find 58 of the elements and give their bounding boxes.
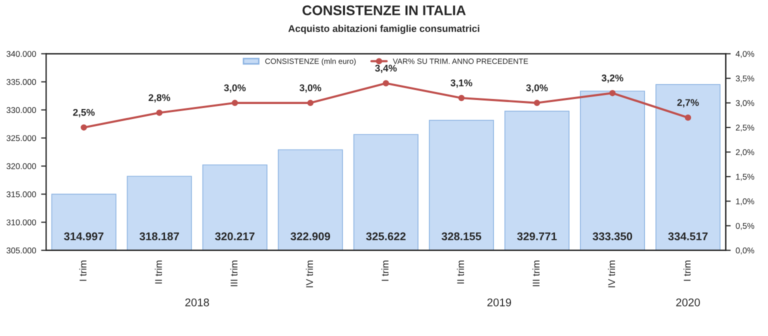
data-label: 3,2% xyxy=(602,74,624,83)
x-tick-label: I trim xyxy=(683,260,691,281)
point xyxy=(458,94,465,102)
data-label: 314.997 xyxy=(64,232,104,240)
data-label: 325.622 xyxy=(366,232,406,240)
x-tick-label: I trim xyxy=(79,260,86,281)
y2-tick-label: 0,5% xyxy=(736,222,754,230)
data-label: 3,4% xyxy=(375,64,397,74)
x-tick-label: II trim xyxy=(154,260,162,284)
point xyxy=(232,100,238,106)
data-label: 329.771 xyxy=(517,232,557,240)
data-label: 3,0% xyxy=(300,84,322,93)
y-tick-label: 335.000 xyxy=(6,79,36,85)
data-label: 318.187 xyxy=(140,232,179,240)
text: 2020 xyxy=(676,298,700,306)
y-tick-label: 340.000 xyxy=(6,50,36,57)
data-label: 328.155 xyxy=(442,232,482,240)
data-label: 320.217 xyxy=(215,232,254,240)
y-tick-label: 305.000 xyxy=(6,248,36,254)
x-tick-label: IV trim xyxy=(608,260,616,288)
point xyxy=(382,80,390,86)
data-label: 334.517 xyxy=(668,232,708,240)
data-label: 322.909 xyxy=(290,232,330,240)
y-tick-label: 315.000 xyxy=(6,191,36,198)
y-tick-label: 330.000 xyxy=(6,107,36,114)
x-tick-label: II trim xyxy=(456,260,464,284)
y2-tick-label: 1,5% xyxy=(736,174,754,181)
data-label: 2,5% xyxy=(73,108,95,118)
text: 2019 xyxy=(487,298,512,306)
y-tick-label: 320.000 xyxy=(6,163,36,170)
x-tick-label: IV trim xyxy=(306,260,313,288)
y2-tick-label: 0,0% xyxy=(736,248,754,254)
x-tick-label: III trim xyxy=(230,260,238,286)
data-label: 2,8% xyxy=(148,94,170,102)
data-label: 2,7% xyxy=(677,99,699,108)
data-label: 3,0% xyxy=(526,84,548,93)
point xyxy=(156,110,162,116)
y2-tick-label: 1,0% xyxy=(736,198,754,206)
y2-tick-label: 3,5% xyxy=(736,76,754,82)
point xyxy=(684,114,692,121)
point xyxy=(534,100,540,106)
point xyxy=(80,124,87,131)
x-tick-label: III trim xyxy=(532,260,540,286)
y2-tick-label: 3,0% xyxy=(736,100,754,107)
y2-tick-label: 2,0% xyxy=(736,149,754,156)
chart-title: CONSISTENZE IN ITALIA xyxy=(302,5,466,16)
y-tick-label: 310.000 xyxy=(6,219,36,226)
point xyxy=(307,100,314,106)
x-tick-label: I trim xyxy=(381,260,389,281)
y2-tick-label: 2,5% xyxy=(736,124,754,132)
data-label: 333.350 xyxy=(592,232,632,240)
text: 2018 xyxy=(185,298,209,306)
point xyxy=(609,90,616,96)
data-label: 3,0% xyxy=(224,84,246,93)
y2-tick-label: 4,0% xyxy=(736,50,754,58)
data-label: 3,1% xyxy=(450,79,472,88)
y-tick-label: 325.000 xyxy=(6,135,36,142)
chart-subtitle: Acquisto abitazioni famiglie consumatrici xyxy=(288,24,480,34)
